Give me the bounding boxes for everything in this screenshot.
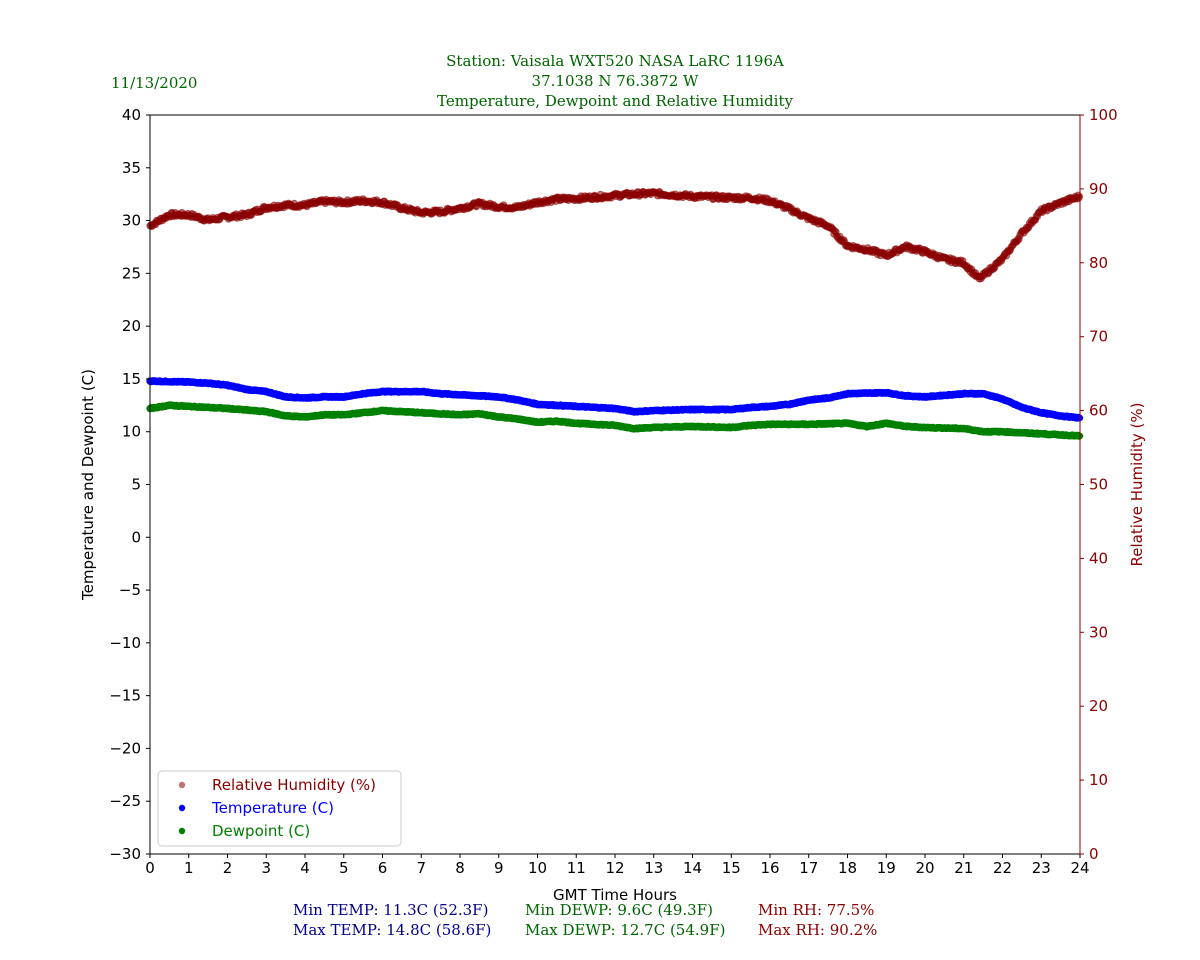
x-tick-label: 4 xyxy=(300,859,310,877)
y-tick-label: 5 xyxy=(131,476,141,494)
y-tick-label: 25 xyxy=(122,264,141,282)
chart-title: Station: Vaisala WXT520 NASA LaRC 1196A … xyxy=(315,51,915,111)
y2-tick-label: 90 xyxy=(1089,180,1108,198)
x-tick-label: 14 xyxy=(683,859,702,877)
min-rh-stat: Min RH: 77.5% xyxy=(758,901,875,919)
y2-tick-label: 70 xyxy=(1089,328,1108,346)
y2-tick-label: 60 xyxy=(1089,402,1108,420)
x-tick-label: 1 xyxy=(184,859,194,877)
y-tick-label: −25 xyxy=(109,792,141,810)
y2-axis-label: Relative Humidity (%) xyxy=(1128,403,1146,567)
x-tick-label: 16 xyxy=(760,859,779,877)
y-tick-label: 35 xyxy=(122,159,141,177)
title-line-subject: Temperature, Dewpoint and Relative Humid… xyxy=(437,92,793,110)
x-tick-label: 19 xyxy=(877,859,896,877)
x-tick-label: 10 xyxy=(528,859,547,877)
legend-marker xyxy=(178,781,186,789)
y2-tick-label: 40 xyxy=(1089,549,1108,567)
x-tick-label: 22 xyxy=(993,859,1012,877)
x-tick-label: 0 xyxy=(145,859,155,877)
x-tick-label: 2 xyxy=(223,859,233,877)
y2-tick-label: 20 xyxy=(1089,697,1108,715)
min-dewp-stat: Min DEWP: 9.6C (49.3F) xyxy=(525,901,713,919)
x-tick-label: 18 xyxy=(838,859,857,877)
legend xyxy=(157,770,402,847)
max-rh-stat: Max RH: 90.2% xyxy=(758,921,878,939)
min-temp-stat: Min TEMP: 11.3C (52.3F) xyxy=(293,901,489,919)
title-line-station: Station: Vaisala WXT520 NASA LaRC 1196A xyxy=(446,52,784,70)
x-tick-label: 6 xyxy=(378,859,388,877)
y-tick-label: −20 xyxy=(109,739,141,757)
x-tick-label: 23 xyxy=(1032,859,1051,877)
x-tick-label: 15 xyxy=(722,859,741,877)
x-tick-label: 9 xyxy=(494,859,504,877)
title-line-coords: 37.1038 N 76.3872 W xyxy=(531,72,699,90)
x-tick-label: 12 xyxy=(605,859,624,877)
x-tick-label: 13 xyxy=(644,859,663,877)
x-tick-label: 7 xyxy=(416,859,426,877)
x-tick-label: 17 xyxy=(799,859,818,877)
y-tick-label: −10 xyxy=(109,634,141,652)
max-dewp-stat: Max DEWP: 12.7C (54.9F) xyxy=(525,921,726,939)
x-tick-label: 5 xyxy=(339,859,349,877)
x-tick-label: 3 xyxy=(261,859,271,877)
y-tick-label: −30 xyxy=(109,845,141,863)
y-tick-label: 20 xyxy=(122,317,141,335)
x-tick-label: 21 xyxy=(954,859,973,877)
y-tick-label: 40 xyxy=(122,106,141,124)
x-tick-label: 8 xyxy=(455,859,465,877)
y-axis-label: Temperature and Dewpoint (C) xyxy=(79,369,97,601)
legend-marker xyxy=(178,804,186,812)
y2-tick-label: 50 xyxy=(1089,476,1108,494)
y2-tick-label: 30 xyxy=(1089,623,1108,641)
legend-label: Temperature (C) xyxy=(211,799,334,817)
y-tick-label: 10 xyxy=(122,423,141,441)
x-tick-label: 20 xyxy=(915,859,934,877)
y-tick-label: −15 xyxy=(109,687,141,705)
y2-tick-label: 80 xyxy=(1089,254,1108,272)
legend-marker xyxy=(178,827,186,835)
y-tick-label: −5 xyxy=(119,581,141,599)
y2-tick-label: 100 xyxy=(1089,106,1118,124)
legend-label: Relative Humidity (%) xyxy=(212,776,376,794)
y-tick-label: 15 xyxy=(122,370,141,388)
y-tick-label: 0 xyxy=(131,528,141,546)
y-tick-label: 30 xyxy=(122,212,141,230)
x-axis-label: GMT Time Hours xyxy=(553,886,677,904)
y2-tick-label: 10 xyxy=(1089,771,1108,789)
legend-label: Dewpoint (C) xyxy=(212,822,310,840)
x-tick-label: 11 xyxy=(567,859,586,877)
y2-tick-label: 0 xyxy=(1089,845,1099,863)
x-tick-label: 24 xyxy=(1070,859,1089,877)
date-label: 11/13/2020 xyxy=(111,74,198,92)
max-temp-stat: Max TEMP: 14.8C (58.6F) xyxy=(293,921,492,939)
